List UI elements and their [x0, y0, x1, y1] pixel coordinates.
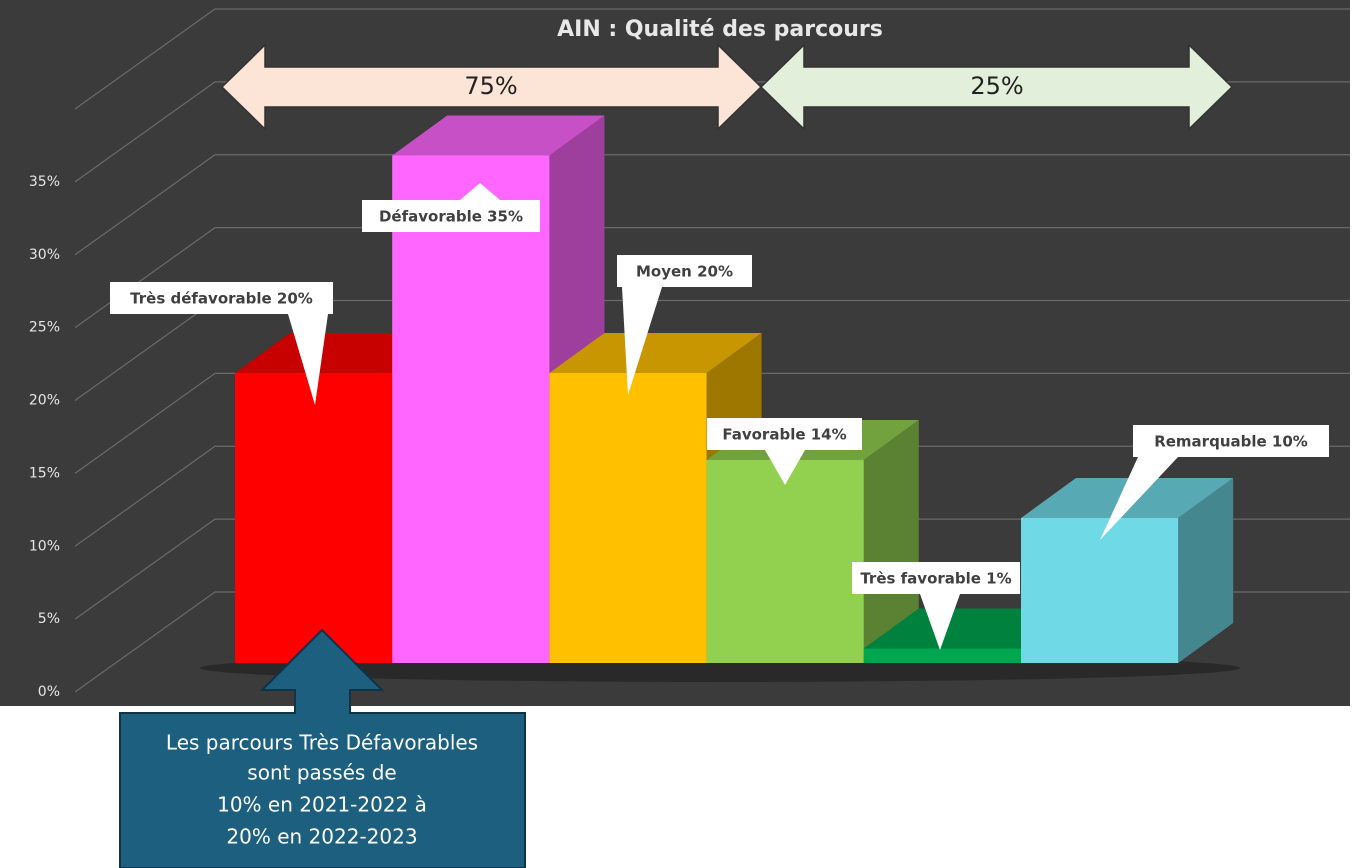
grid-line: [74, 372, 1350, 474]
label-box: [1133, 425, 1329, 457]
bar-top: [549, 333, 762, 373]
right-arrow-label: 25%: [970, 72, 1023, 100]
label-pointer: [460, 183, 500, 200]
label-pointer: [920, 594, 960, 650]
y-tick-label: 35%: [29, 174, 60, 190]
label-box: [110, 282, 333, 314]
value-label: Défavorable 35%: [379, 208, 523, 226]
value-label: Très défavorable 20%: [130, 290, 313, 308]
callout-line: sont passés de: [247, 761, 396, 785]
value-label: Très favorable 1%: [860, 570, 1011, 588]
label-pointer: [288, 314, 328, 405]
grid-line: [74, 8, 1350, 110]
bar: [1021, 518, 1179, 663]
grid-line: [74, 445, 1350, 547]
grid-line: [74, 518, 1350, 620]
callout-line: 10% en 2021-2022 à: [217, 793, 427, 817]
left-arrow-label: 75%: [464, 72, 517, 100]
label-box: [362, 200, 540, 232]
value-label: Favorable 14%: [722, 426, 846, 444]
y-tick-label: 10%: [29, 538, 60, 554]
bar: [706, 460, 864, 663]
label-pointer: [765, 450, 805, 485]
bar: [549, 373, 707, 663]
bar-side: [863, 420, 919, 663]
bar-side: [1178, 478, 1234, 663]
callout-box: [119, 628, 526, 868]
y-tick-label: 25%: [29, 320, 60, 336]
label-pointer: [622, 287, 662, 395]
label-box: [707, 418, 862, 450]
chart-title: AIN : Qualité des parcours: [557, 17, 883, 42]
y-tick-label: 5%: [38, 611, 60, 627]
y-tick-label: 15%: [29, 465, 60, 481]
bar-top: [392, 115, 605, 156]
bar: [863, 648, 1021, 663]
label-box: [852, 562, 1020, 594]
y-tick-label: 30%: [29, 247, 60, 263]
y-tick-label: 20%: [29, 393, 60, 409]
bar: [392, 155, 550, 663]
callout-line: Les parcours Très Défavorables: [166, 731, 478, 755]
bars: [235, 115, 1234, 663]
grid-line: [74, 154, 1350, 256]
right-arrow: [759, 43, 1234, 131]
value-label: Remarquable 10%: [1154, 433, 1308, 451]
bar: [235, 373, 393, 663]
label-pointer: [1100, 457, 1178, 540]
label-box: [617, 255, 752, 287]
callout-line: 20% en 2022-2023: [226, 825, 417, 849]
y-tick-label: 0%: [38, 684, 60, 700]
value-label: Moyen 20%: [636, 263, 733, 281]
